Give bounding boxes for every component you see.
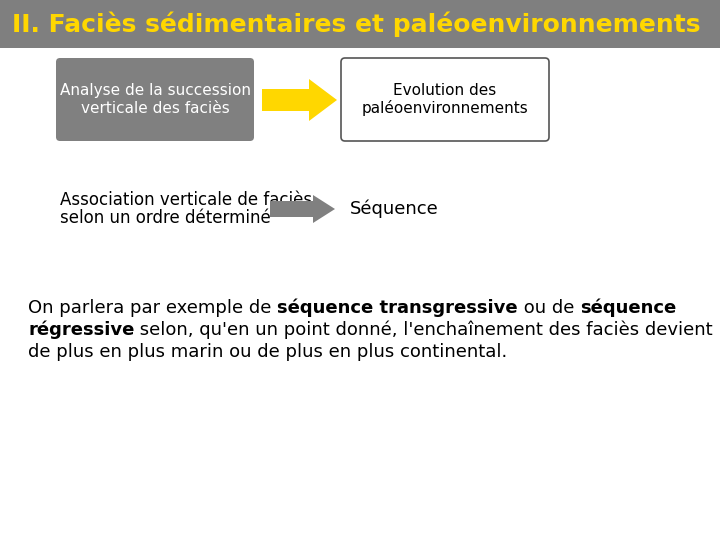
Text: selon, qu'en un point donné, l'enchaînement des faciès devient: selon, qu'en un point donné, l'enchaînem…	[135, 321, 713, 339]
Text: de plus en plus marin ou de plus en plus continental.: de plus en plus marin ou de plus en plus…	[28, 343, 508, 361]
Text: ou de: ou de	[518, 299, 580, 317]
Text: II. Faciès sédimentaires et paléoenvironnements: II. Faciès sédimentaires et paléoenviron…	[12, 11, 701, 37]
Text: régressive: régressive	[28, 321, 135, 339]
FancyBboxPatch shape	[56, 58, 254, 141]
FancyArrow shape	[270, 195, 335, 223]
Text: séquence: séquence	[580, 299, 676, 317]
FancyBboxPatch shape	[0, 0, 720, 48]
Text: Séquence: Séquence	[350, 200, 438, 218]
FancyArrow shape	[262, 79, 337, 121]
Text: On parlera par exemple de: On parlera par exemple de	[28, 299, 277, 317]
Text: Analyse de la succession
verticale des faciès: Analyse de la succession verticale des f…	[60, 83, 251, 116]
Text: Evolution des
paléoenvironnements: Evolution des paléoenvironnements	[361, 83, 528, 116]
Text: selon un ordre déterminé: selon un ordre déterminé	[60, 209, 271, 227]
Text: Association verticale de faciès: Association verticale de faciès	[60, 191, 312, 209]
Text: séquence transgressive: séquence transgressive	[277, 299, 518, 317]
FancyBboxPatch shape	[341, 58, 549, 141]
